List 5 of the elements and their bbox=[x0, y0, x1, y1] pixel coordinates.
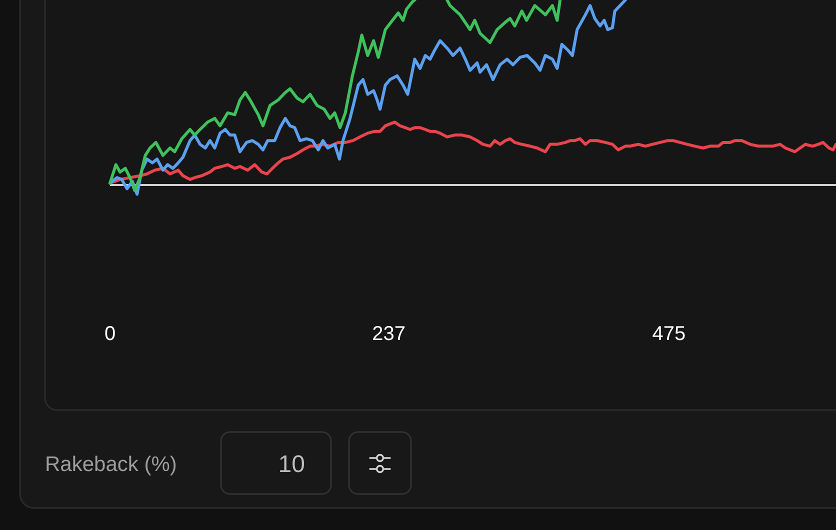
x-tick-label: 237 bbox=[372, 323, 406, 345]
x-tick-label: 475 bbox=[652, 323, 686, 345]
text: Rakeback (%) bbox=[45, 453, 177, 476]
text: 10 bbox=[278, 451, 305, 478]
x-tick-label: 0 bbox=[104, 323, 116, 345]
